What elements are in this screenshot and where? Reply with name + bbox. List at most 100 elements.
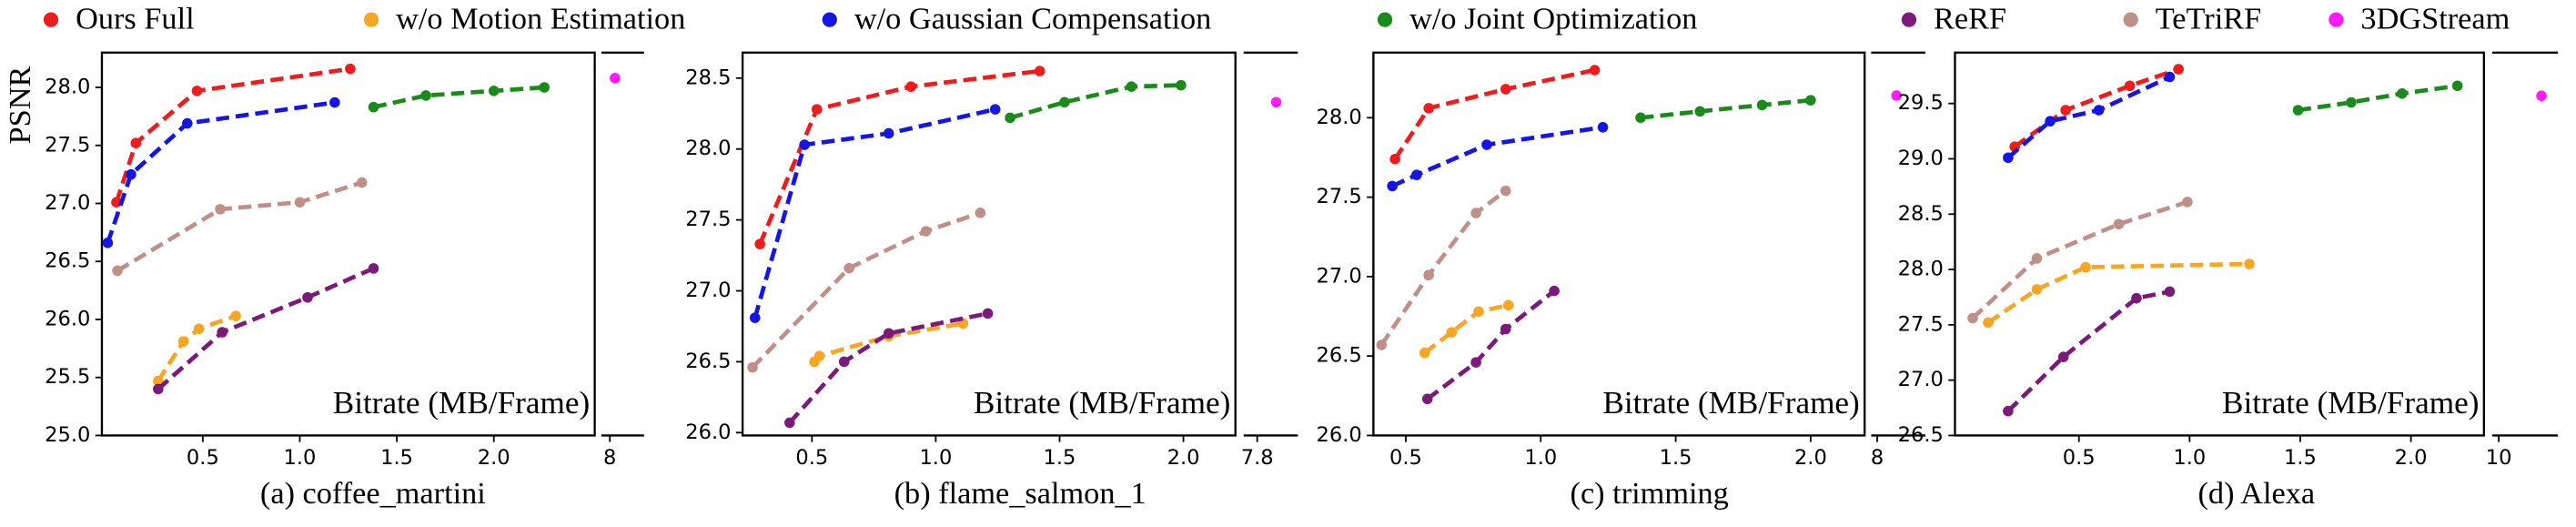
series-line [157,266,375,391]
data-point [1756,99,1768,111]
y-tick-label: 28.0 [45,76,90,99]
series-line [1379,188,1508,347]
y-tick-label: 27.5 [1898,312,1944,336]
y-tick-label: 27.0 [45,191,90,215]
plot-frame [100,51,596,437]
data-point [2113,218,2125,229]
data-point [329,96,340,108]
x-axis-label: Bitrate (MB/Frame) [2222,385,2479,421]
data-point [1270,96,1282,108]
data-point [1500,323,1511,335]
x-tick-label: 0.5 [1389,446,1422,470]
data-point [1805,95,1816,106]
data-point [177,336,189,347]
x-tick-label: 2.0 [1167,446,1200,470]
legend-marker [822,12,837,27]
data-point [1549,285,1560,297]
legend-marker [43,12,59,27]
series-line [2298,83,2458,113]
y-tick-label: 27.0 [1317,264,1362,288]
data-point [2031,253,2043,264]
legend-label: TeTriRF [2156,1,2261,35]
plot-frame [1372,51,1866,437]
series-line [1971,199,2188,320]
y-tick-label: 28.5 [1898,202,1944,226]
data-point [230,310,241,321]
data-point [368,263,379,274]
data-point [1500,84,1511,95]
series-line [1986,261,2250,325]
caption: (d) Alexa [2198,476,2316,511]
data-point [2057,351,2069,362]
data-point [1176,79,1187,91]
x2-tick-label: 8 [1871,446,1884,470]
x-axis-label: Bitrate (MB/Frame) [1602,385,1859,421]
legend-label: 3DGStream [2360,1,2510,35]
series-line [1009,83,1181,120]
series-line [373,85,545,109]
data-point [2031,284,2043,295]
x-tick-label: 2.0 [1794,446,1827,470]
data-point [1389,153,1400,165]
x-axis-label: Bitrate (MB/Frame) [974,385,1230,421]
x-tick-label: 1.0 [1524,446,1557,470]
data-point [2292,105,2304,116]
y-tick-label: 25.5 [45,365,90,389]
legend-marker [2329,12,2344,27]
data-point [112,265,123,277]
data-point [1387,180,1398,192]
data-point [368,101,379,113]
legend-marker [1377,12,1393,27]
x-tick-label: 1.5 [380,446,413,470]
x-tick-label: 0.5 [187,446,219,470]
data-point [813,350,825,361]
data-point [2060,105,2071,116]
data-point [2164,71,2176,83]
data-point [215,204,226,215]
data-point [2536,90,2547,101]
y-axis-label: PSNR [3,66,37,145]
x-tick-label: 1.0 [284,446,317,470]
legend-label: w/o Motion Estimation [396,1,685,35]
data-point [1446,327,1458,338]
y-tick-label: 28.0 [685,137,731,160]
plot-frame [1954,51,2486,437]
data-point [1694,106,1706,117]
data-point [610,73,621,84]
data-point [989,104,1001,115]
y-tick-label: 26.5 [1317,344,1362,368]
legend-label: w/o Joint Optimization [1409,1,1697,35]
x-tick-label: 1.5 [2284,446,2317,470]
data-point [1005,112,1015,124]
y-tick-label: 27.5 [45,133,90,157]
x-tick-label: 1.0 [919,446,952,470]
data-point [1126,81,1137,92]
data-point [920,226,932,237]
x-tick-label: 1.0 [2173,446,2206,470]
series-line [757,68,1040,246]
caption: (c) trimming [1571,476,1729,511]
y-tick-label: 28.5 [685,66,731,89]
data-point [2244,258,2255,269]
data-point [1421,393,1433,405]
plot-frame [741,51,1237,437]
series-line [1640,97,1812,120]
legend-marker [1901,12,1917,27]
data-point [1411,169,1422,180]
data-point [2397,87,2408,99]
data-point [883,328,894,340]
data-point [2131,292,2142,304]
data-point [2173,64,2184,75]
series-line [2006,289,2170,413]
caption: (b) flame_salmon_1 [894,476,1147,511]
x2-tick-label: 10 [2486,446,2512,470]
data-point [799,139,810,150]
x-tick-label: 1.5 [1660,446,1692,470]
data-point [126,168,136,180]
data-point [345,63,356,75]
data-point [2164,286,2176,298]
x-tick-label: 0.5 [2063,446,2096,470]
data-point [754,238,765,249]
y-tick-label: 27.0 [1898,368,1944,391]
data-point [1597,122,1609,133]
